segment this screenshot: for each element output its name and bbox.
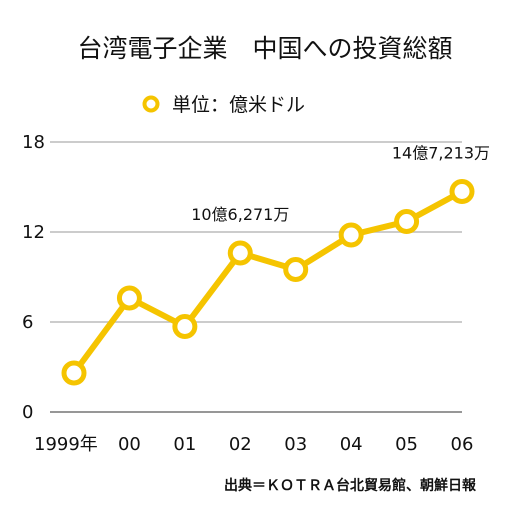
series bbox=[61, 179, 475, 386]
data-point-06 bbox=[449, 179, 475, 204]
x-tick-label: 06 bbox=[451, 434, 474, 455]
data-annotation: 10億6,271万 bbox=[191, 205, 289, 224]
x-tick-label: 1999年 bbox=[34, 434, 98, 455]
data-point-05 bbox=[394, 209, 420, 234]
data-point-03 bbox=[283, 257, 309, 282]
legend: 単位：億米ドル bbox=[142, 94, 305, 116]
data-point-04 bbox=[338, 222, 364, 248]
data-point-1999年 bbox=[61, 360, 87, 386]
source-note: 出典＝ＫＯＴＲＡ台北貿易館、朝鮮日報 bbox=[224, 477, 477, 494]
data-point-02 bbox=[227, 240, 253, 266]
y-tick-label: 0 bbox=[22, 402, 33, 423]
x-tick-label: 03 bbox=[284, 434, 307, 455]
x-tick-label: 00 bbox=[118, 434, 141, 455]
y-tick-label: 12 bbox=[22, 222, 45, 243]
x-tick-label: 02 bbox=[229, 434, 252, 455]
legend-label: 単位：億米ドル bbox=[172, 94, 305, 116]
data-annotation: 14億7,213万 bbox=[392, 144, 490, 163]
x-tick-label: 01 bbox=[173, 434, 196, 455]
annotations: 10億6,271万 14億7,213万 bbox=[191, 144, 490, 225]
y-tick-label: 18 bbox=[22, 132, 45, 153]
x-tick-label: 04 bbox=[340, 434, 363, 455]
y-axis: 0 6 12 18 bbox=[22, 132, 45, 423]
data-point-01 bbox=[172, 314, 198, 339]
chart-title: 台湾電子企業 中国への投資総額 bbox=[77, 34, 452, 63]
grid bbox=[50, 141, 462, 413]
x-tick-label: 05 bbox=[395, 434, 418, 455]
x-axis: 1999年 00 01 02 03 04 05 06 bbox=[34, 434, 473, 455]
legend-marker-icon bbox=[142, 95, 160, 113]
y-tick-label: 6 bbox=[22, 312, 33, 333]
data-point-00 bbox=[116, 285, 142, 311]
